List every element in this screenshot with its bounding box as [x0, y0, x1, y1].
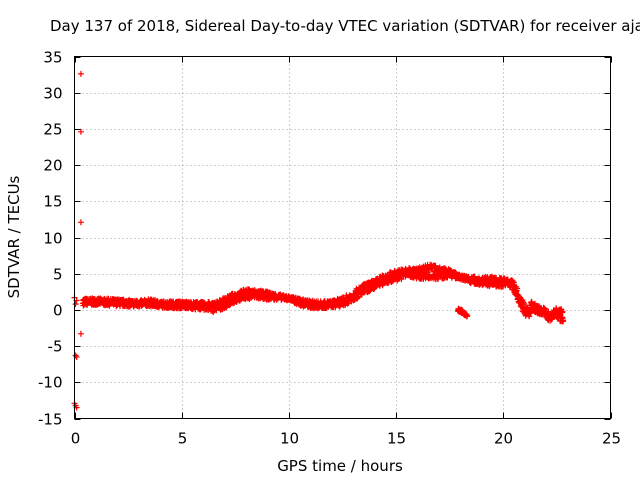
outlier-point — [77, 219, 84, 226]
x-tick-label: 10 — [280, 430, 299, 448]
outlier-point — [72, 352, 79, 359]
data-point — [514, 285, 521, 292]
y-tick-label: 15 — [43, 193, 62, 211]
data-point — [464, 313, 471, 320]
data-point — [358, 291, 365, 298]
y-tick-label: 10 — [43, 230, 62, 248]
y-tick-label: 20 — [43, 157, 62, 175]
y-tick-label: 5 — [53, 266, 63, 284]
data-point — [226, 302, 233, 309]
x-axis-label: GPS time / hours — [277, 457, 403, 475]
axes: 0 5 10 15 20 25 -15 -10 -5 0 5 10 15 20 25 30 35 — [38, 49, 621, 448]
outlier-point — [77, 330, 84, 337]
y-tick-label: 35 — [43, 49, 62, 67]
y-tick-label: -5 — [48, 338, 63, 356]
chart-title: Day 137 of 2018, Sidereal Day-to-day VTE… — [50, 17, 640, 35]
data-point — [510, 279, 517, 286]
y-axis-label: SDTVAR / TECUs — [5, 175, 23, 298]
data-point — [441, 265, 448, 272]
y-tick-label: -15 — [38, 411, 63, 429]
y-tick-label: 30 — [43, 85, 62, 103]
data-point — [559, 308, 566, 315]
x-tick-label: 15 — [387, 430, 406, 448]
x-tick-label: 0 — [71, 430, 81, 448]
outlier-point — [72, 301, 79, 308]
data-point — [366, 288, 373, 295]
x-tick-label: 25 — [602, 430, 621, 448]
plot-frame — [74, 56, 611, 419]
grid-lines — [74, 56, 611, 419]
y-tick-label: 0 — [53, 302, 63, 320]
data-point — [560, 318, 567, 325]
y-tick-label: 25 — [43, 121, 62, 139]
x-tick-label: 20 — [494, 430, 513, 448]
data-point — [519, 298, 526, 305]
y-tick-label: -10 — [38, 374, 63, 392]
x-tick-label: 5 — [178, 430, 188, 448]
data-point — [462, 312, 469, 319]
data-point — [521, 300, 528, 307]
outlier-point — [77, 70, 84, 77]
data-points — [71, 70, 567, 411]
outlier-point — [77, 128, 84, 135]
